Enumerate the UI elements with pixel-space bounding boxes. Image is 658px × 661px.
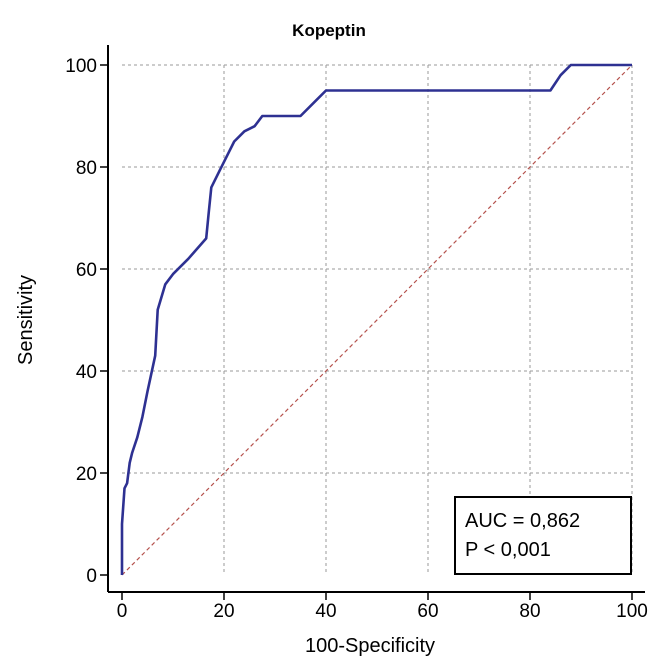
- p-value-text: P < 0,001: [465, 539, 551, 561]
- axes: [107, 45, 645, 593]
- x-tick-label: 40: [315, 601, 336, 622]
- y-tick-label: 80: [76, 158, 97, 179]
- y-tick-label: 100: [65, 56, 97, 77]
- chart-title: Kopeptin: [292, 21, 366, 40]
- auc-annotation: AUC = 0,862 P < 0,001: [454, 496, 632, 575]
- x-tick-label: 80: [519, 601, 540, 622]
- annotation-box: [454, 496, 632, 575]
- y-axis-label: Sensitivity: [15, 275, 37, 365]
- roc-curve-line: [120, 63, 632, 575]
- grid: [122, 64, 633, 575]
- y-tick-label: 40: [76, 362, 97, 383]
- reference-diagonal-line: [121, 64, 633, 576]
- y-tick-label: 0: [86, 566, 97, 587]
- y-tick-label: 60: [76, 260, 97, 281]
- x-tick-label: 0: [117, 601, 128, 622]
- x-tick-label: 20: [213, 601, 234, 622]
- x-tick-label: 100: [616, 601, 648, 622]
- y-tick-label: 20: [76, 464, 97, 485]
- auc-text: AUC = 0,862: [465, 510, 580, 532]
- series-group: [120, 63, 633, 576]
- ticks: 0 20 40 60 80 100 0 20 40 60 80 100: [65, 56, 648, 622]
- x-tick-label: 60: [417, 601, 438, 622]
- x-axis-label: 100-Specificity: [305, 635, 435, 657]
